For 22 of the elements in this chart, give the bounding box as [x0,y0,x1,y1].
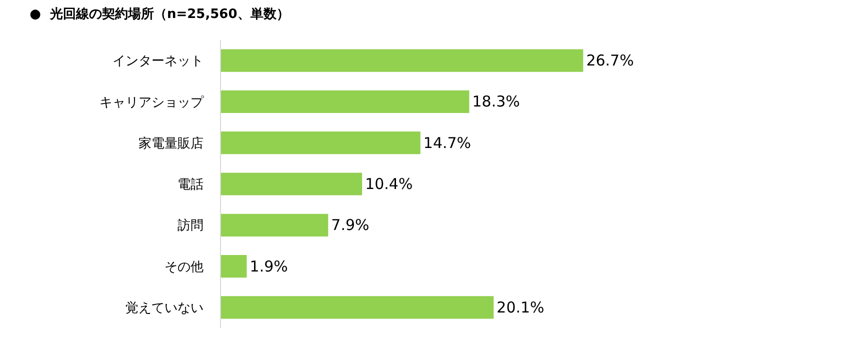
bar [221,132,420,154]
y-tick-label: その他 [164,260,204,275]
data-label: 14.7% [423,134,472,152]
bar [221,172,362,196]
data-label: 1.9% [250,257,288,276]
y-tick-label: キャリアショップ [99,95,204,110]
bar [221,49,584,72]
bar [221,296,494,319]
y-tick-label: 家電量販店 [138,135,204,152]
chart-title: ● 光回線の契約場所（n=25,560、単数） [30,6,290,22]
y-tick-label: インターネット [112,54,204,70]
bar [221,214,328,236]
data-label: 20.1% [496,298,544,316]
bar [221,254,247,278]
y-tick-label: 電話 [177,178,204,193]
y-tick-label: 覚えていない [125,300,204,316]
bar [221,90,470,114]
data-label: 10.4% [365,175,413,193]
data-label: 18.3% [472,92,520,111]
y-tick-label: 訪問 [177,218,204,234]
data-label: 26.7% [586,52,634,70]
data-label: 7.9% [331,216,370,234]
